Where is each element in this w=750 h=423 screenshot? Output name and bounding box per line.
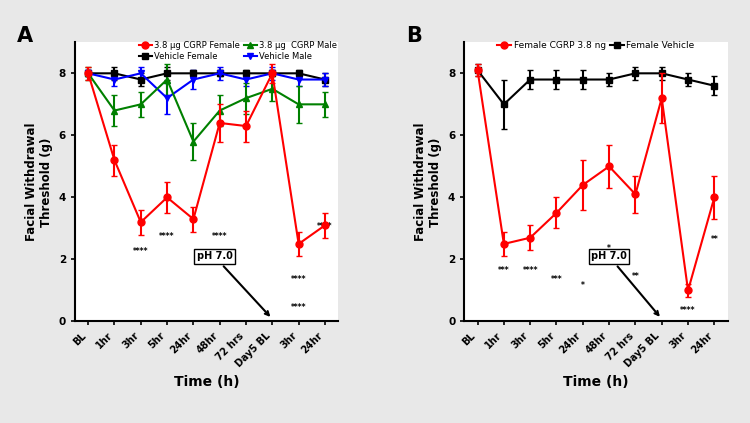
Text: **: ** — [632, 272, 639, 281]
Text: ****: **** — [523, 266, 538, 275]
Y-axis label: Facial Withdrawal
Threshold (g): Facial Withdrawal Threshold (g) — [415, 123, 442, 241]
Text: ****: **** — [317, 222, 333, 231]
Text: ****: **** — [680, 306, 696, 315]
Text: *: * — [580, 281, 585, 290]
Text: pH 7.0: pH 7.0 — [196, 251, 268, 315]
Text: ****: **** — [212, 231, 227, 241]
Text: ****: **** — [133, 247, 148, 256]
Legend: Female CGRP 3.8 ng, Female Vehicle: Female CGRP 3.8 ng, Female Vehicle — [497, 41, 694, 50]
Text: ****: **** — [159, 231, 175, 241]
Text: ***: *** — [550, 275, 562, 284]
Text: ****: **** — [291, 275, 307, 284]
Text: *: * — [608, 244, 611, 253]
Text: A: A — [17, 25, 33, 46]
X-axis label: Time (h): Time (h) — [563, 374, 628, 388]
Text: **: ** — [710, 235, 718, 244]
Text: ***: *** — [498, 266, 510, 275]
Legend: 3.8 μg CGRP Female, Vehicle Female, 3.8 μg  CGRP Male, Vehicle Male: 3.8 μg CGRP Female, Vehicle Female, 3.8 … — [139, 41, 338, 60]
Text: pH 7.0: pH 7.0 — [591, 251, 658, 315]
Text: ****: **** — [291, 303, 307, 312]
X-axis label: Time (h): Time (h) — [174, 374, 239, 388]
Y-axis label: Facial Withdrawal
Threshold (g): Facial Withdrawal Threshold (g) — [25, 123, 53, 241]
Text: B: B — [406, 25, 422, 46]
